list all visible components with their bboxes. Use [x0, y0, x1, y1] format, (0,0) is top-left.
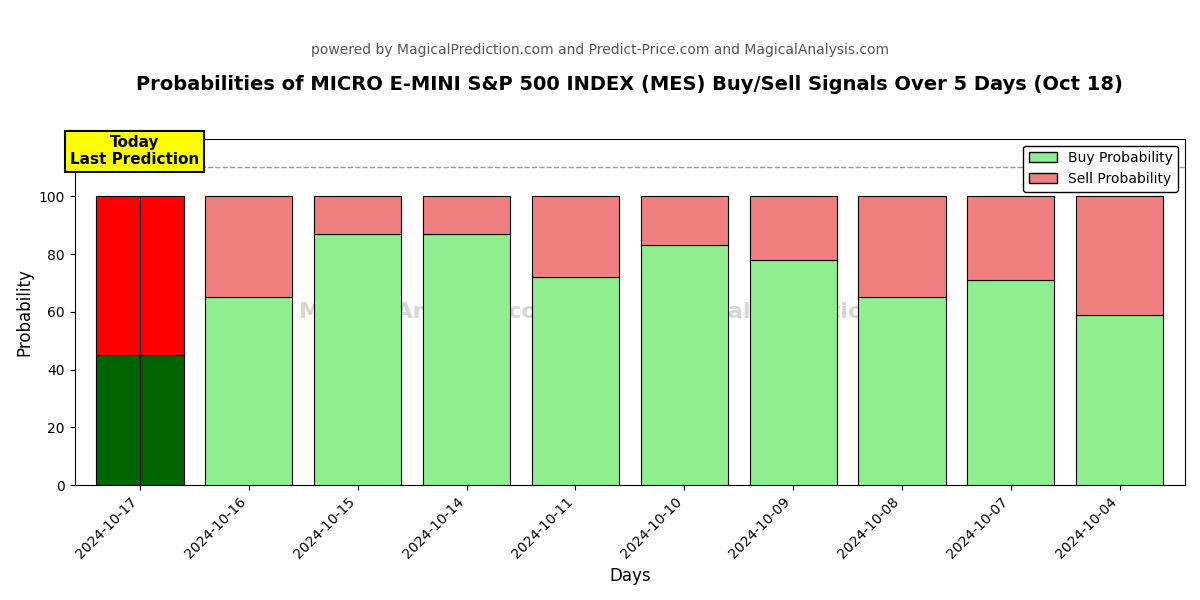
Bar	[858, 298, 946, 485]
Bar	[314, 234, 401, 485]
Bar	[422, 196, 510, 234]
Text: MagicalPrediction.com: MagicalPrediction.com	[654, 302, 940, 322]
Bar	[140, 196, 184, 355]
Bar	[1076, 315, 1163, 485]
Bar	[1076, 196, 1163, 315]
Bar	[205, 298, 293, 485]
Bar	[858, 196, 946, 298]
Text: MagicalAnalysis.com: MagicalAnalysis.com	[300, 302, 560, 322]
Bar	[205, 196, 293, 298]
Bar	[641, 196, 727, 245]
Title: Probabilities of MICRO E-MINI S&P 500 INDEX (MES) Buy/Sell Signals Over 5 Days (: Probabilities of MICRO E-MINI S&P 500 IN…	[137, 75, 1123, 94]
Bar	[422, 234, 510, 485]
Bar	[641, 245, 727, 485]
Text: powered by MagicalPrediction.com and Predict-Price.com and MagicalAnalysis.com: powered by MagicalPrediction.com and Pre…	[311, 43, 889, 57]
Bar	[314, 196, 401, 234]
Bar	[96, 355, 140, 485]
Bar	[750, 260, 836, 485]
X-axis label: Days: Days	[610, 567, 650, 585]
Bar	[96, 196, 140, 355]
Y-axis label: Probability: Probability	[16, 268, 34, 356]
Bar	[967, 196, 1055, 280]
Legend: Buy Probability, Sell Probability: Buy Probability, Sell Probability	[1024, 146, 1178, 191]
Bar	[140, 355, 184, 485]
Text: Today
Last Prediction: Today Last Prediction	[70, 135, 199, 167]
Bar	[967, 280, 1055, 485]
Bar	[750, 196, 836, 260]
Bar	[532, 277, 619, 485]
Bar	[532, 196, 619, 277]
